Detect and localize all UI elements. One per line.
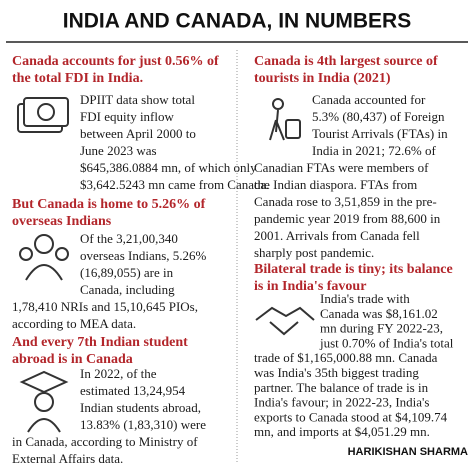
body-line: $645,386.0884 mn, of which only bbox=[80, 160, 257, 175]
body-line: pandemic year 2019 from 88,600 in bbox=[254, 211, 441, 226]
student-icon bbox=[19, 370, 69, 433]
section-heading: the total FDI in India. bbox=[12, 71, 143, 86]
body-line: mn, and imports at $4,051.29 mn. bbox=[254, 424, 430, 439]
people-icon bbox=[19, 234, 69, 281]
body-line: overseas Indians, 5.26% bbox=[80, 248, 207, 263]
section-heading: abroad is in Canada bbox=[12, 352, 133, 367]
body-line: External Affairs data. bbox=[12, 451, 123, 466]
body-line: June 2023 was bbox=[80, 143, 157, 158]
body-line: sharply post pandemic. bbox=[254, 245, 374, 260]
body-line: $3,642.5243 mn came from Canada. bbox=[80, 177, 270, 192]
body-line: Canadian FTAs were members of bbox=[254, 160, 429, 175]
body-line: just 0.70% of India's total bbox=[319, 335, 454, 350]
section-heading: Bilateral trade is tiny; its balance bbox=[254, 262, 453, 277]
section-heading: And every 7th Indian student bbox=[12, 335, 188, 350]
body-line: India's trade with bbox=[320, 291, 410, 306]
traveller-icon bbox=[269, 98, 301, 141]
body-line: estimated 13,24,954 bbox=[80, 383, 186, 398]
body-line: In 2022, of the bbox=[80, 366, 157, 381]
body-line: partner. The balance of trade is in bbox=[254, 380, 429, 395]
section-heading: overseas Indians bbox=[12, 214, 112, 229]
body-line: Indian students abroad, bbox=[80, 400, 201, 415]
section-heading: Canada accounts for just 0.56% of bbox=[12, 54, 219, 69]
body-line: India in 2021; 72.6% of bbox=[312, 143, 437, 158]
body-line: Canada accounted for bbox=[312, 92, 426, 107]
handshake-icon bbox=[255, 306, 315, 336]
credit: HARIKISHAN SHARMA bbox=[348, 446, 468, 458]
body-line: was India's 35th biggest trading bbox=[254, 365, 419, 380]
body-line: 5.3% (80,437) of Foreign bbox=[312, 109, 445, 124]
body-line: Of the 3,21,00,340 bbox=[80, 231, 178, 246]
body-line: mn during FY 2022-23, bbox=[320, 321, 443, 336]
body-line: Canada rose to 3,51,859 in the pre- bbox=[254, 194, 437, 209]
body-line: the Indian diaspora. FTAs from bbox=[254, 177, 417, 192]
body-line: FDI equity inflow bbox=[80, 109, 174, 124]
body-line: 2001. Arrivals from Canada fell bbox=[254, 228, 420, 243]
money-icon bbox=[17, 97, 69, 133]
body-line: between April 2000 to bbox=[80, 126, 196, 141]
body-line: 1,78,410 NRIs and 15,10,645 PIOs, bbox=[12, 299, 198, 314]
section-heading: is in India's favour bbox=[254, 279, 366, 294]
section-heading: But Canada is home to 5.26% of bbox=[12, 197, 206, 212]
body-line: according to MEA data. bbox=[12, 316, 136, 331]
body-line: (16,89,055) are in bbox=[80, 265, 174, 280]
body-line: Canada was $8,161.02 bbox=[320, 306, 438, 321]
body-line: 13.83% (1,83,310) were bbox=[80, 417, 206, 432]
body-line: in Canada, according to Ministry of bbox=[12, 434, 198, 449]
body-line: Canada, including bbox=[80, 282, 175, 297]
body-line: Tourist Arrivals (FTAs) in bbox=[312, 126, 448, 141]
section-heading: Canada is 4th largest source of bbox=[254, 54, 438, 69]
title: INDIA AND CANADA, IN NUMBERS bbox=[63, 10, 411, 33]
body-line: exports to Canada stood at $4,109.74 bbox=[254, 409, 448, 424]
body-line: India's favour; in 2022-23, India's bbox=[254, 395, 429, 410]
section-heading: tourists in India (2021) bbox=[254, 71, 391, 86]
body-line: trade of $1,165,000.88 mn. Canada bbox=[254, 350, 438, 365]
body-line: DPIIT data show total bbox=[80, 92, 195, 107]
